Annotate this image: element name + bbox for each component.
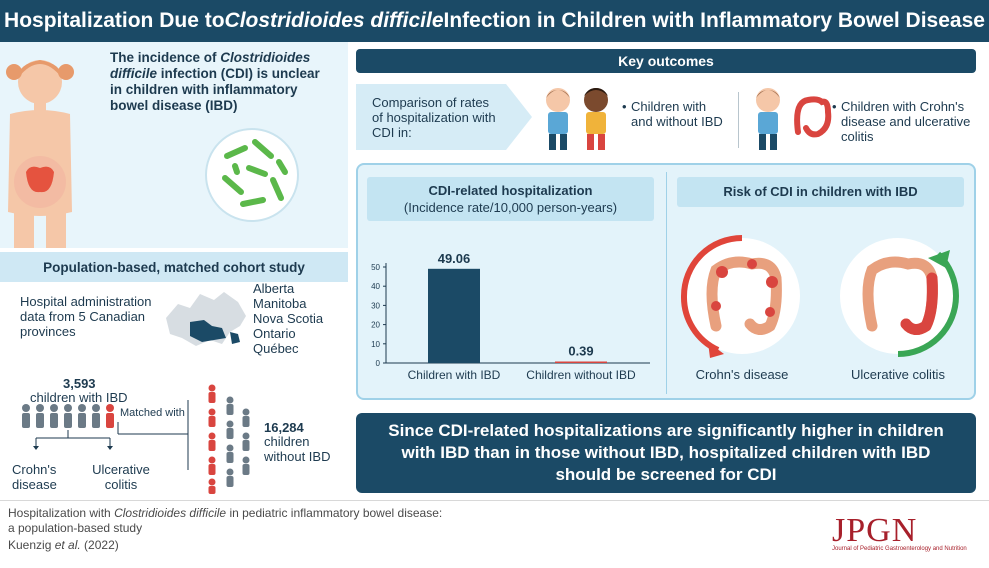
province-item: Manitoba [253, 296, 307, 311]
child-figure-icon [6, 60, 74, 248]
province-item: Nova Scotia [253, 311, 324, 326]
title-italic: Clostridioides difficile [224, 9, 444, 32]
journal-name: Journal of Pediatric Gastroenterology an… [832, 546, 967, 552]
chart-subtitle: (Incidence rate/10,000 person-years) [403, 200, 618, 215]
province-item: Alberta [253, 281, 295, 296]
study-panel [0, 248, 348, 500]
data-source-text: Hospital administration data from 5 Cana… [20, 294, 152, 339]
crohns-label: Crohn's disease [12, 462, 57, 492]
non-ibd-people-icons [208, 384, 250, 494]
authors: Kuenzig et al. (2022) [8, 538, 119, 552]
citation: Hospitalization with Clostridioides diff… [8, 506, 443, 535]
province-item: Ontario [253, 326, 296, 341]
risk-header: Risk of CDI in children with IBD [677, 177, 964, 207]
divider [738, 92, 739, 148]
people-diagram [22, 400, 189, 470]
y-tick-label: 10 [371, 340, 380, 349]
crohns-risk-label: Crohn's disease [695, 367, 789, 382]
footer [0, 500, 989, 568]
two-children-icon [546, 88, 608, 150]
matched-with-label: Matched with [118, 406, 187, 421]
title-part2: Infection in Children with Inflammatory … [443, 9, 985, 32]
ibd-people-icons [22, 404, 114, 428]
uc-label: Ulcerative colitis [92, 462, 150, 492]
uc-risk-label: Ulcerative colitis [851, 367, 945, 382]
bacteria-icon [205, 128, 299, 222]
comparison-arrow [356, 84, 532, 150]
panel-divider [666, 172, 667, 394]
journal-logo: JPGN [832, 512, 918, 549]
bar-value-label: 0.39 [568, 344, 593, 359]
non-ibd-count: 16,284 [264, 420, 304, 435]
y-tick-label: 0 [376, 359, 381, 368]
category-label: Children without IBD [526, 368, 636, 382]
bar [555, 361, 607, 363]
comparison-text: Comparison of rates of hospitalization w… [372, 95, 496, 140]
chart-header: CDI-related hospitalization (Incidence r… [367, 177, 654, 221]
title-bar: Hospitalization Due to Clostridioides di… [0, 0, 989, 42]
uc-colon-icon [840, 238, 960, 357]
province-list: Alberta Manitoba Nova Scotia Ontario Qué… [253, 281, 343, 356]
bar-value-label: 49.06 [438, 251, 471, 266]
bullet-1: • [622, 99, 627, 114]
crohns-colon-icon [680, 235, 800, 358]
ibd-label: children with IBD [30, 390, 128, 405]
bullet-2: • [832, 99, 837, 114]
title-part1: Hospitalization Due to [4, 9, 225, 32]
y-tick-label: 50 [371, 263, 380, 272]
bar-chart: 0 10 20 30 40 50 49.06 Children with IBD 0.39 Chi… [371, 251, 650, 382]
study-header: Population-based, matched cohort study [0, 252, 348, 282]
outcome-item-1: Children with and without IBD [631, 99, 723, 129]
y-tick-label: 30 [371, 301, 380, 310]
ibd-count: 3,593 [63, 376, 96, 391]
category-label: Children with IBD [408, 368, 501, 382]
child-colon-icon [756, 88, 832, 150]
province-item: Québec [253, 341, 299, 356]
y-tick-label: 40 [371, 282, 380, 291]
canada-map-icon [166, 292, 246, 346]
chart-title: CDI-related hospitalization [428, 183, 593, 198]
non-ibd-label: children without IBD [264, 434, 331, 464]
y-tick-label: 20 [371, 321, 380, 330]
bar [428, 268, 480, 363]
key-outcomes-header: Key outcomes [356, 49, 976, 73]
outcome-item-2: Children with Crohn's disease and ulcera… [841, 99, 971, 144]
conclusion-banner: Since CDI-related hospitalizations are s… [356, 413, 976, 493]
intro-text: The incidence of Clostridioides difficil… [110, 50, 320, 113]
